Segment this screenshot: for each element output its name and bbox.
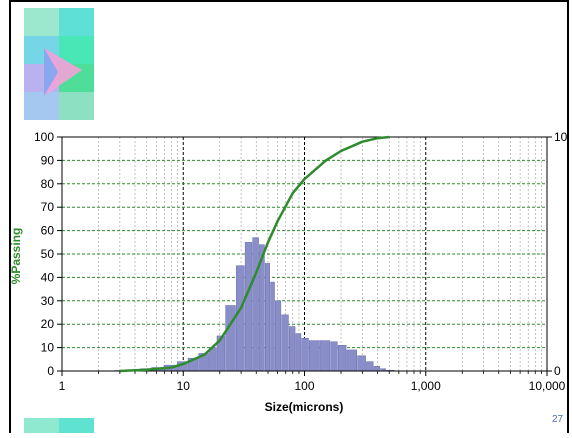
y-tick-label: 50 bbox=[41, 247, 55, 261]
y-tick-label: 80 bbox=[41, 177, 55, 191]
histogram-bar bbox=[296, 334, 301, 371]
histogram-bar bbox=[331, 342, 338, 371]
histogram-bar bbox=[275, 301, 281, 371]
y-tick-label: 0 bbox=[47, 364, 54, 378]
histogram-bar bbox=[309, 341, 319, 371]
histogram-bars bbox=[114, 238, 394, 371]
y-tick-label: 30 bbox=[41, 294, 55, 308]
y-tick-label: 90 bbox=[41, 153, 55, 167]
histogram-bar bbox=[289, 327, 295, 371]
x-axis-title: Size(microns) bbox=[265, 400, 344, 414]
grid-lines bbox=[62, 137, 547, 371]
y-tick-label: 40 bbox=[41, 270, 55, 284]
histogram-bar bbox=[236, 266, 244, 371]
y2-tick-label: 0 bbox=[554, 364, 561, 378]
histogram-bar bbox=[366, 362, 373, 371]
y-tick-label: 10 bbox=[41, 341, 55, 355]
x-tick-label: 1,000 bbox=[411, 379, 441, 393]
histogram-bar bbox=[358, 356, 366, 371]
y-tick-label: 20 bbox=[41, 317, 55, 331]
histogram-bar bbox=[338, 345, 346, 371]
histogram-bar bbox=[302, 338, 309, 371]
y-tick-label: 70 bbox=[41, 200, 55, 214]
histogram-bar bbox=[271, 282, 275, 371]
x-tick-label: 10 bbox=[177, 379, 191, 393]
y-tick-label: 60 bbox=[41, 224, 55, 238]
histogram-bar bbox=[282, 315, 289, 371]
histogram-bar bbox=[347, 350, 357, 371]
histogram-bar bbox=[320, 341, 330, 371]
histogram-bar bbox=[253, 238, 259, 371]
x-tick-label: 10,000 bbox=[529, 379, 566, 393]
y-tick-label: 100 bbox=[34, 130, 54, 144]
histogram-bar bbox=[245, 242, 252, 371]
page-number: 27 bbox=[552, 414, 563, 425]
histogram-bar bbox=[265, 263, 269, 371]
histogram-bar bbox=[374, 366, 380, 371]
y2-tick-label: 10 bbox=[554, 130, 568, 144]
y-axis-title: %Passing bbox=[9, 228, 23, 285]
histogram-bar bbox=[226, 305, 236, 371]
x-tick-label: 1 bbox=[59, 379, 66, 393]
histogram-bar bbox=[209, 348, 216, 371]
x-tick-label: 100 bbox=[294, 379, 314, 393]
